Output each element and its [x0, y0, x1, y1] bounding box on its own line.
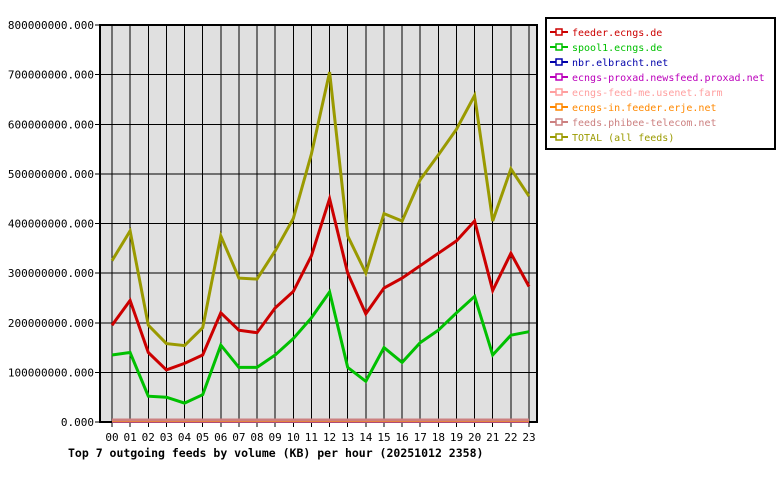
x-axis-label: 08 — [250, 431, 263, 444]
series-line-spool1.ecngs.de — [111, 288, 530, 405]
x-axis-label: 13 — [341, 431, 354, 444]
x-axis-label: 22 — [504, 431, 517, 444]
legend-item: TOTAL (all feeds) — [550, 133, 674, 144]
legend-item: feeder.ecngs.de — [550, 28, 662, 39]
legend-item: spool1.ecngs.de — [550, 43, 662, 54]
x-axis-label: 14 — [359, 431, 373, 444]
x-axis-labels: 00 01 02 03 04 05 06 07 08 09 10 11 12 13 14 15 16 17 18 19… — [105, 431, 535, 444]
x-axis-label: 15 — [377, 431, 390, 444]
x-axis-label: 02 — [142, 431, 155, 444]
y-axis-label: 100000000.000 — [8, 366, 94, 379]
legend-item: ecngs-in.feeder.erje.net — [550, 103, 717, 114]
legend-point-marker-icon — [555, 28, 563, 36]
legend-label: ecngs-in.feeder.erje.net — [572, 103, 717, 114]
legend-item: ecngs-feed-me.usenet.farm — [550, 88, 723, 99]
legend-border — [545, 17, 776, 150]
x-axis-label: 20 — [468, 431, 481, 444]
y-axis-label: 300000000.000 — [8, 267, 94, 280]
legend-point-marker-icon — [555, 88, 563, 96]
legend-point-marker-icon — [555, 118, 563, 126]
legend-label: spool1.ecngs.de — [572, 43, 662, 54]
x-axis-label: 18 — [432, 431, 445, 444]
x-axis-label: 16 — [395, 431, 408, 444]
x-axis-label: 03 — [160, 431, 173, 444]
y-axis-label: 500000000.000 — [8, 168, 94, 181]
legend-item: ecngs-proxad.newsfeed.proxad.net — [550, 73, 765, 84]
y-axis-label: 400000000.000 — [8, 218, 94, 231]
legend-label: feeder.ecngs.de — [572, 28, 662, 39]
x-axis-label: 01 — [124, 431, 137, 444]
x-axis-label: 10 — [287, 431, 300, 444]
x-axis-label: 21 — [486, 431, 499, 444]
legend-point-marker-icon — [555, 43, 563, 51]
x-axis-label: 07 — [232, 431, 245, 444]
legend-label: feeds.phibee-telecom.net — [572, 118, 717, 129]
x-axis-label: 04 — [178, 431, 192, 444]
legend-point-marker-icon — [555, 58, 563, 66]
x-axis-label: 23 — [522, 431, 535, 444]
x-axis-label: 19 — [450, 431, 463, 444]
legend-label: ecngs-feed-me.usenet.farm — [572, 88, 723, 99]
grid-lines — [100, 25, 537, 422]
x-axis-label: 11 — [305, 431, 318, 444]
series-line-feeder.ecngs.de — [110, 193, 531, 372]
legend-point-marker-icon — [555, 73, 563, 81]
x-axis-label: 12 — [323, 431, 336, 444]
y-axis-label: 700000000.000 — [8, 69, 94, 82]
legend-label: ecngs-proxad.newsfeed.proxad.net — [572, 73, 765, 84]
legend-point-marker-icon — [555, 133, 563, 141]
x-axis-label: 17 — [414, 431, 427, 444]
legend-box: feeder.ecngs.de spool1.ecngs.de nbr.elbrac… — [545, 17, 776, 150]
y-axis-label: 800000000.000 — [8, 19, 94, 32]
y-axis-label: 0.000 — [61, 416, 94, 429]
legend-label: TOTAL (all feeds) — [572, 133, 674, 144]
series-line-TOTAL (all feeds) — [110, 71, 531, 348]
x-axis-label: 09 — [269, 431, 282, 444]
y-axis-label: 600000000.000 — [8, 118, 94, 131]
y-axis-labels: 0.000 100000000.000 200000000.000 300000000… — [8, 19, 94, 429]
y-axis-label: 200000000.000 — [8, 317, 94, 330]
chart-title: Top 7 outgoing feeds by volume (KB) per … — [68, 446, 483, 460]
x-axis-label: 05 — [196, 431, 209, 444]
legend-label: nbr.elbracht.net — [572, 58, 668, 69]
x-axis-label: 06 — [214, 431, 227, 444]
legend-point-marker-icon — [555, 103, 563, 111]
legend-item: nbr.elbracht.net — [550, 58, 668, 69]
legend-item: feeds.phibee-telecom.net — [550, 118, 717, 129]
x-axis-label: 00 — [105, 431, 118, 444]
